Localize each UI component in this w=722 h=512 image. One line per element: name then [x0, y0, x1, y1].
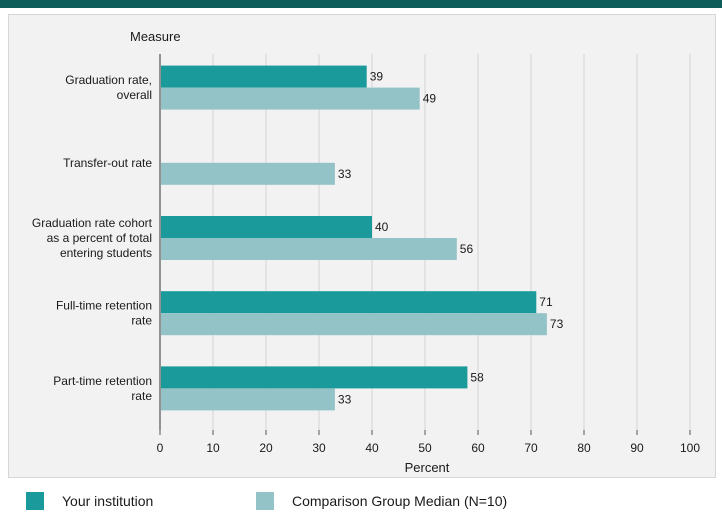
x-tick-label-100: 100: [680, 441, 700, 455]
legend-swatch-your-institution: [26, 492, 44, 510]
data-label-your-institution-3: 40: [375, 220, 389, 234]
x-tick-label-40: 40: [365, 441, 379, 455]
data-label-your-institution-5: 58: [470, 370, 484, 384]
legend-label-your-institution: Your institution: [62, 493, 154, 509]
bar-your-institution-4: [161, 291, 537, 314]
bar-chart: 0 10 20 30 40 50 60 70 80 90 100 Measure Percent Grad…: [32, 29, 700, 475]
x-tick-label-90: 90: [630, 441, 644, 455]
bar-comparison-group-median-n-10-3: [161, 238, 457, 260]
data-label-your-institution-4: 71: [539, 295, 553, 309]
x-tick-label-30: 30: [312, 441, 326, 455]
header-bar: [0, 0, 722, 8]
legend-item-your-institution: Your institution: [26, 492, 153, 510]
bar-comparison-group-median-n-10-5: [161, 388, 335, 411]
data-label-comparison-group-median-n-10-5: 33: [338, 392, 352, 406]
legend-label-comparison-group: Comparison Group Median (N=10): [292, 493, 508, 509]
category-label-5-line-2: rate: [131, 389, 152, 403]
x-tick-label-20: 20: [259, 441, 273, 455]
category-label-4-line-2: rate: [131, 314, 152, 328]
legend: Your institution Comparison Group Median…: [0, 478, 722, 512]
category-label-3-line-3: entering students: [60, 246, 152, 260]
category-label-3-line-2: as a percent of total: [47, 231, 152, 245]
category-label-1-line-2: overall: [117, 88, 152, 102]
x-tick-label-50: 50: [418, 441, 432, 455]
x-tick-label-60: 60: [471, 441, 485, 455]
bar-your-institution-1: [161, 65, 367, 88]
bar-comparison-group-median-n-10-2: [161, 162, 335, 185]
legend-item-comparison-group: Comparison Group Median (N=10): [256, 492, 507, 510]
data-label-comparison-group-median-n-10-1: 49: [423, 92, 437, 106]
data-label-your-institution-1: 39: [370, 70, 384, 84]
bar-your-institution-3: [161, 216, 372, 238]
bar-your-institution-5: [161, 366, 468, 389]
x-axis-title: Percent: [405, 460, 450, 475]
legend-swatch-comparison-group: [256, 492, 274, 510]
data-label-comparison-group-median-n-10-4: 73: [550, 317, 564, 331]
bar-comparison-group-median-n-10-4: [161, 313, 547, 336]
y-axis-title: Measure: [130, 29, 181, 44]
bar-comparison-group-median-n-10-1: [161, 87, 420, 110]
category-label-2-line-1: Transfer-out rate: [63, 156, 152, 170]
category-label-3-line-1: Graduation rate cohort: [32, 216, 153, 230]
x-tick-label-70: 70: [524, 441, 538, 455]
data-label-comparison-group-median-n-10-2: 33: [338, 167, 352, 181]
category-label-1-line-1: Graduation rate,: [65, 73, 152, 87]
x-tick-label-80: 80: [577, 441, 591, 455]
data-label-comparison-group-median-n-10-3: 56: [460, 242, 474, 256]
x-tick-label-10: 10: [206, 441, 220, 455]
category-label-5-line-1: Part-time retention: [53, 374, 152, 388]
category-label-4-line-1: Full-time retention: [56, 299, 152, 313]
x-tick-label-0: 0: [157, 441, 164, 455]
